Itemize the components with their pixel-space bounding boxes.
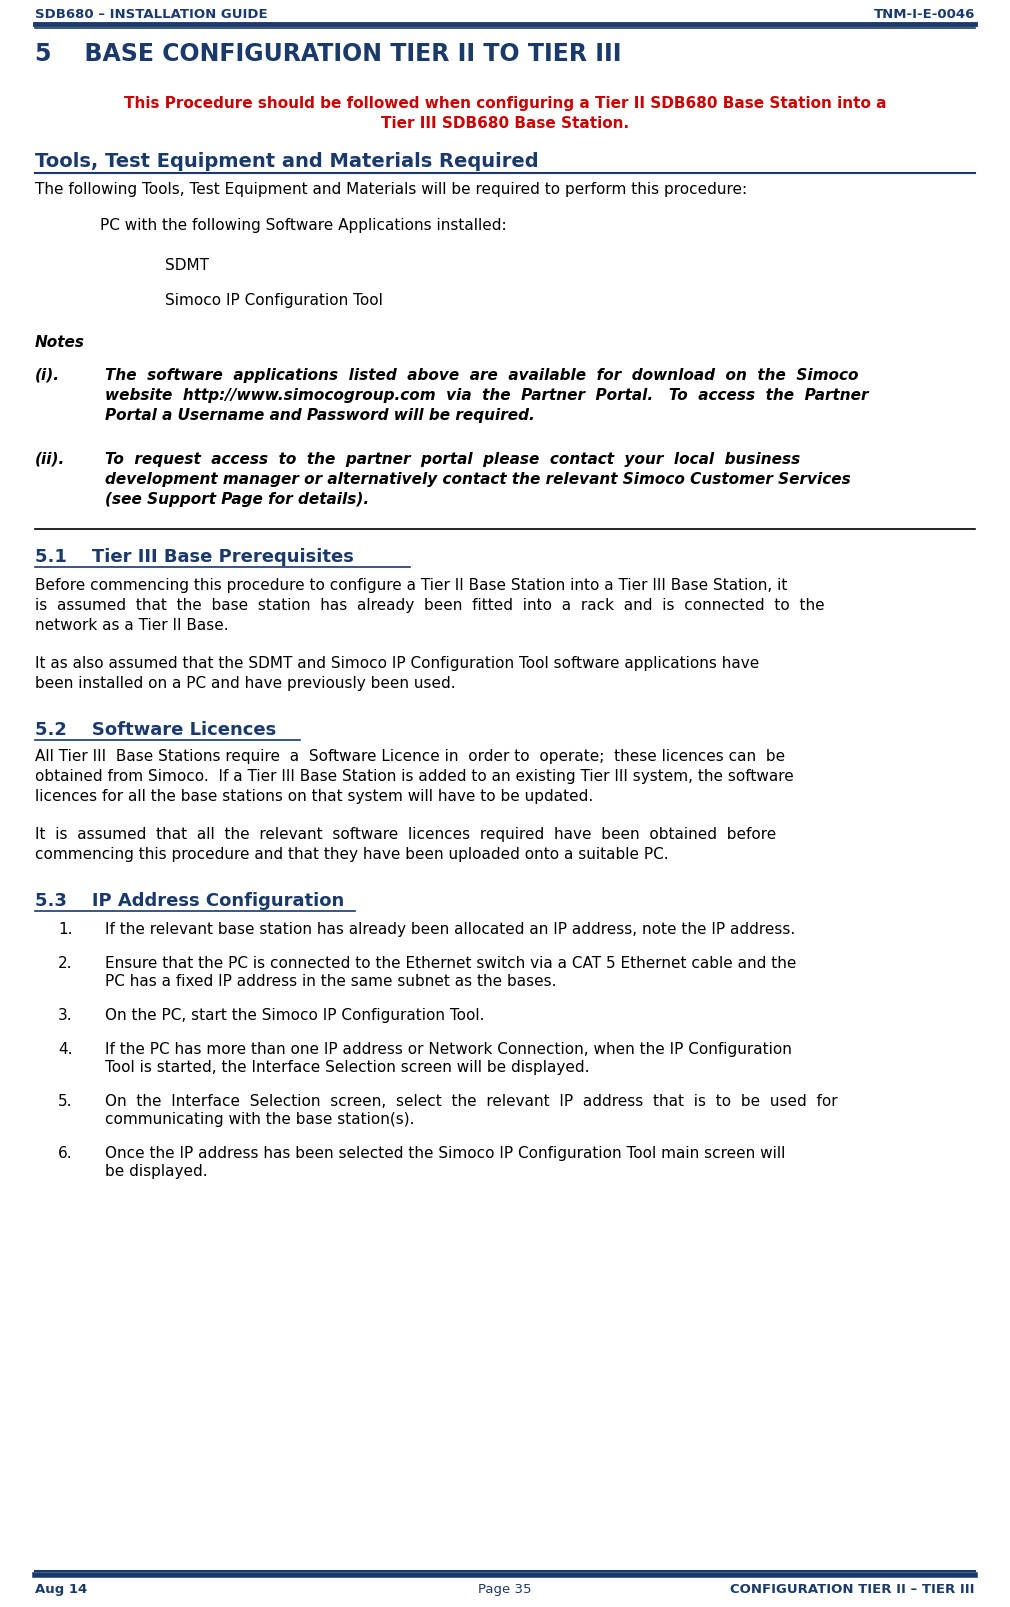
Text: obtained from Simoco.  If a Tier III Base Station is added to an existing Tier I: obtained from Simoco. If a Tier III Base… [35,768,794,784]
Text: Page 35: Page 35 [479,1581,531,1596]
Text: Portal a Username and Password will be required.: Portal a Username and Password will be r… [105,408,534,423]
Text: is  assumed  that  the  base  station  has  already  been  fitted  into  a  rack: is assumed that the base station has alr… [35,598,824,612]
Text: PC with the following Software Applications installed:: PC with the following Software Applicati… [100,219,507,233]
Text: 5.1    Tier III Base Prerequisites: 5.1 Tier III Base Prerequisites [35,548,353,566]
Text: commencing this procedure and that they have been uploaded onto a suitable PC.: commencing this procedure and that they … [35,847,669,861]
Text: Before commencing this procedure to configure a Tier II Base Station into a Tier: Before commencing this procedure to conf… [35,577,788,593]
Text: Tools, Test Equipment and Materials Required: Tools, Test Equipment and Materials Requ… [35,153,538,170]
Text: CONFIGURATION TIER II – TIER III: CONFIGURATION TIER II – TIER III [730,1581,975,1596]
Text: been installed on a PC and have previously been used.: been installed on a PC and have previous… [35,675,456,691]
Text: Aug 14: Aug 14 [35,1581,87,1596]
Text: (ii).: (ii). [35,452,66,466]
Text: To  request  access  to  the  partner  portal  please  contact  your  local  bus: To request access to the partner portal … [105,452,800,466]
Text: 5.3    IP Address Configuration: 5.3 IP Address Configuration [35,892,344,910]
Text: Tool is started, the Interface Selection screen will be displayed.: Tool is started, the Interface Selection… [105,1059,590,1075]
Text: Once the IP address has been selected the Simoco IP Configuration Tool main scre: Once the IP address has been selected th… [105,1146,786,1160]
Text: PC has a fixed IP address in the same subnet as the bases.: PC has a fixed IP address in the same su… [105,974,557,988]
Text: Simoco IP Configuration Tool: Simoco IP Configuration Tool [165,292,383,309]
Text: (i).: (i). [35,368,60,382]
Text: licences for all the base stations on that system will have to be updated.: licences for all the base stations on th… [35,789,593,804]
Text: communicating with the base station(s).: communicating with the base station(s). [105,1112,414,1127]
Text: Ensure that the PC is connected to the Ethernet switch via a CAT 5 Ethernet cabl: Ensure that the PC is connected to the E… [105,956,796,971]
Text: 3.: 3. [58,1008,73,1022]
Text: On the PC, start the Simoco IP Configuration Tool.: On the PC, start the Simoco IP Configura… [105,1008,485,1022]
Text: network as a Tier II Base.: network as a Tier II Base. [35,617,228,633]
Text: SDMT: SDMT [165,257,209,273]
Text: 6.: 6. [58,1146,73,1160]
Text: The  software  applications  listed  above  are  available  for  download  on  t: The software applications listed above a… [105,368,858,382]
Text: It  is  assumed  that  all  the  relevant  software  licences  required  have  b: It is assumed that all the relevant soft… [35,826,777,842]
Text: 5.: 5. [58,1093,73,1109]
Text: (see Support Page for details).: (see Support Page for details). [105,492,369,506]
Text: On  the  Interface  Selection  screen,  select  the  relevant  IP  address  that: On the Interface Selection screen, selec… [105,1093,837,1109]
Text: TNM-I-E-0046: TNM-I-E-0046 [874,8,975,21]
Text: 2.: 2. [58,956,73,971]
Text: be displayed.: be displayed. [105,1163,208,1178]
Text: All Tier III  Base Stations require  a  Software Licence in  order to  operate; : All Tier III Base Stations require a Sof… [35,749,785,763]
Text: development manager or alternatively contact the relevant Simoco Customer Servic: development manager or alternatively con… [105,472,850,487]
Text: It as also assumed that the SDMT and Simoco IP Configuration Tool software appli: It as also assumed that the SDMT and Sim… [35,656,760,670]
Text: This Procedure should be followed when configuring a Tier II SDB680 Base Station: This Procedure should be followed when c… [124,96,886,111]
Text: 5.2    Software Licences: 5.2 Software Licences [35,720,277,739]
Text: If the relevant base station has already been allocated an IP address, note the : If the relevant base station has already… [105,921,795,937]
Text: 5    BASE CONFIGURATION TIER II TO TIER III: 5 BASE CONFIGURATION TIER II TO TIER III [35,42,621,66]
Text: Notes: Notes [35,334,85,350]
Text: The following Tools, Test Equipment and Materials will be required to perform th: The following Tools, Test Equipment and … [35,182,747,198]
Text: 1.: 1. [58,921,73,937]
Text: 4.: 4. [58,1041,73,1056]
Text: Tier III SDB680 Base Station.: Tier III SDB680 Base Station. [381,116,629,130]
Text: website  http://www.simocogroup.com  via  the  Partner  Portal.   To  access  th: website http://www.simocogroup.com via t… [105,387,869,403]
Text: SDB680 – INSTALLATION GUIDE: SDB680 – INSTALLATION GUIDE [35,8,268,21]
Text: If the PC has more than one IP address or Network Connection, when the IP Config: If the PC has more than one IP address o… [105,1041,792,1056]
